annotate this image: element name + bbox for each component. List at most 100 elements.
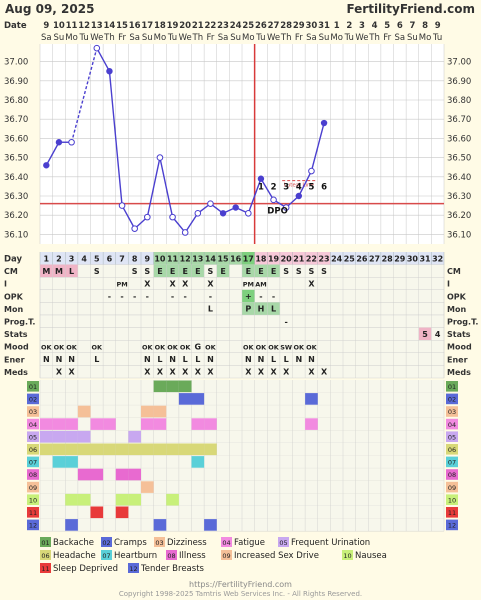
legend-label: Cramps: [114, 538, 147, 548]
row-cell-fill: [52, 264, 66, 278]
day-cell-fill: [191, 252, 205, 265]
row-cell-value: E: [220, 267, 225, 276]
date-label: 31: [318, 21, 330, 31]
row-cell-value: -: [209, 292, 212, 301]
symptom-code-right: 01: [448, 383, 456, 391]
y-tick-right: 36.50: [447, 154, 471, 164]
row-cell-value: X: [169, 368, 176, 377]
row-label-left: Prog.T.: [4, 318, 35, 327]
weekday-label: Sa: [41, 33, 52, 43]
footer-url[interactable]: https://FertilityFriend.com: [189, 580, 292, 589]
row-label-right: Mood: [447, 343, 472, 352]
legend-swatch: [40, 537, 51, 547]
legend-swatch: [221, 537, 232, 547]
dpo-number: 6: [321, 183, 327, 193]
symptom-cell: [40, 430, 53, 443]
weekday-label: Mo: [419, 33, 432, 43]
temp-line-segment: [96, 47, 111, 72]
weekday-label: Th: [368, 33, 380, 43]
row-cell-value: +: [245, 292, 252, 301]
cycle-day-number: 2: [56, 255, 62, 264]
legend-code: 10: [343, 552, 351, 560]
row-cell-value: N: [144, 355, 151, 364]
day-cell-fill: [204, 252, 217, 265]
symptom-cell: [178, 393, 192, 405]
y-tick-left: 36.50: [4, 154, 28, 164]
date-row-label: Date: [4, 21, 27, 31]
row-cell-value: N: [308, 355, 315, 364]
row-cell-value: X: [144, 368, 151, 377]
date-label: 9: [435, 21, 441, 31]
legend-label: Illness: [179, 551, 206, 561]
symptom-code-swatch-left: [27, 381, 39, 392]
row-cell-value: L: [157, 355, 162, 364]
row-cell-value: OK: [294, 344, 306, 352]
row-cell-value: OK: [142, 344, 154, 352]
symptom-code-right: 12: [448, 522, 456, 530]
temp-point-open: [156, 154, 164, 161]
weekday-label: We: [267, 33, 280, 43]
symptom-cell: [191, 418, 205, 430]
temp-point: [257, 175, 265, 182]
temp-point-open: [93, 44, 101, 52]
temp-point: [295, 192, 303, 200]
row-label-left: Mon: [4, 305, 23, 314]
cycle-day-number: 22: [306, 255, 317, 264]
date-label: 9: [43, 21, 49, 31]
temp-line-segment: [172, 216, 186, 233]
symptom-cell: [77, 493, 91, 506]
date-label: 6: [397, 21, 403, 31]
symptom-cell: [65, 443, 78, 456]
dpo-number: 4: [296, 183, 302, 193]
symptom-cell: [191, 456, 205, 468]
row-cell-value: OK: [306, 344, 318, 352]
row-label-left: Ener: [4, 355, 25, 364]
symptom-code-right: 02: [448, 396, 456, 404]
legend-code: 05: [279, 539, 287, 547]
y-tick-left: 36.40: [4, 173, 28, 183]
row-cell-value: 4: [435, 330, 441, 339]
row-cell-value: X: [195, 368, 202, 377]
symptom-code-left: 08: [29, 471, 37, 479]
weekday-label: Su: [407, 33, 418, 43]
day-cell-fill: [178, 252, 192, 265]
date-label: 3: [359, 21, 365, 31]
legend-swatch: [278, 537, 289, 547]
legend-label: Heartburn: [114, 551, 157, 561]
date-label: 2: [346, 21, 352, 31]
row-cell-fill: [267, 264, 280, 278]
symptom-cell: [77, 443, 91, 456]
row-cell-value: PM: [243, 281, 254, 289]
date-label: 23: [217, 21, 229, 31]
symptom-cell: [128, 493, 141, 506]
legend-label: Sleep Deprived: [53, 564, 118, 574]
day-cell-fill: [216, 252, 230, 265]
legend-code: 03: [155, 539, 163, 547]
symptom-code-swatch-left: [27, 494, 39, 505]
temp-point: [320, 119, 328, 127]
row-cell-value: -: [184, 292, 187, 301]
legend-swatch: [101, 550, 112, 560]
cycle-day-number: 14: [205, 255, 217, 264]
row-label-left: OPK: [4, 292, 24, 301]
date-label: 20: [179, 21, 191, 31]
symptom-cell: [115, 468, 129, 481]
row-cell-value: OK: [92, 344, 104, 352]
day-cell-fill: [254, 252, 268, 265]
row-cell-value: X: [308, 280, 315, 289]
row-label-left: I: [4, 280, 7, 289]
weekday-label: Sa: [395, 33, 406, 43]
cycle-day-number: 4: [81, 255, 87, 264]
symptom-code-right: 03: [448, 408, 456, 416]
date-label: 25: [242, 21, 254, 31]
row-cell-value: S: [309, 267, 315, 276]
symptom-cell: [166, 380, 179, 393]
symptom-code-swatch-left: [27, 444, 39, 455]
row-cell-value: -: [108, 292, 111, 301]
row-cell-value: S: [283, 267, 289, 276]
symptom-cell: [115, 443, 129, 456]
brand-link[interactable]: FertilityFriend.com: [346, 2, 475, 16]
dpo-number: 5: [308, 183, 314, 193]
symptom-cell: [65, 493, 78, 506]
y-tick-right: 36.60: [447, 134, 471, 144]
